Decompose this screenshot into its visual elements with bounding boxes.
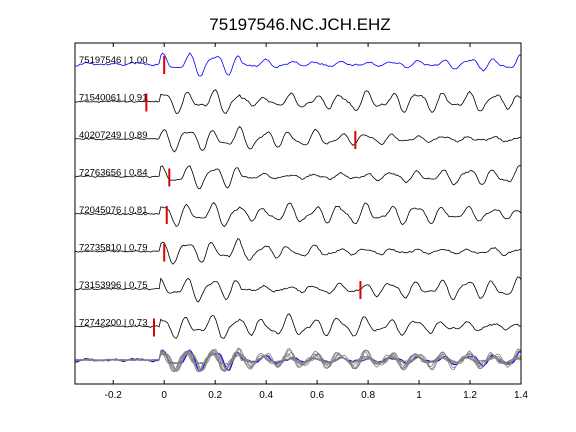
trace-label-1: 71540061 | 0.91 [79,93,148,104]
trace-label-2: 40207249 | 0.89 [79,130,148,141]
trace-label-0: 75197546 | 1.00 [79,55,148,66]
trace-line-6 [74,276,522,303]
traces-group [74,52,522,339]
x-tick-label-5: 0.8 [361,390,375,401]
trace-line-1 [74,89,522,114]
trace-line-5 [74,237,522,265]
trace-line-2 [74,125,522,153]
x-tick-label-0: -0.2 [105,390,123,401]
x-tick-label-6: 1 [416,390,422,401]
trace-label-7: 72742200 | 0.73 [79,318,148,329]
x-tick-label-1: 0 [161,390,167,401]
trace-label-6: 73153996 | 0.75 [79,280,148,291]
trace-label-5: 72735810 | 0.79 [79,243,148,254]
x-axis: -0.2 0 0.2 0.4 0.6 0.8 1 1.2 1.4 [105,43,528,401]
x-tick-label-7: 1.2 [463,390,477,401]
overlay-line-4 [74,348,522,373]
x-tick-label-4: 0.6 [310,390,324,401]
chart-title: 75197546.NC.JCH.EHZ [209,15,390,34]
picks-group [145,56,362,337]
trace-line-7 [74,313,521,339]
x-tick-label-8: 1.4 [514,390,528,401]
trace-label-3: 72763656 | 0.84 [79,168,148,179]
trace-line-3 [74,164,522,190]
stack-overlay [74,347,522,373]
overlay-line-7 [74,347,522,372]
x-tick-label-3: 0.4 [259,390,273,401]
x-tick-label-2: 0.2 [208,390,222,401]
axes-frame [74,42,522,385]
trace-line-4 [74,202,522,228]
trace-labels-group: 75197546 | 1.00 71540061 | 0.91 40207249 |… [79,55,148,329]
trace-line-0 [74,52,522,77]
trace-label-4: 72045076 | 0.81 [79,205,148,216]
